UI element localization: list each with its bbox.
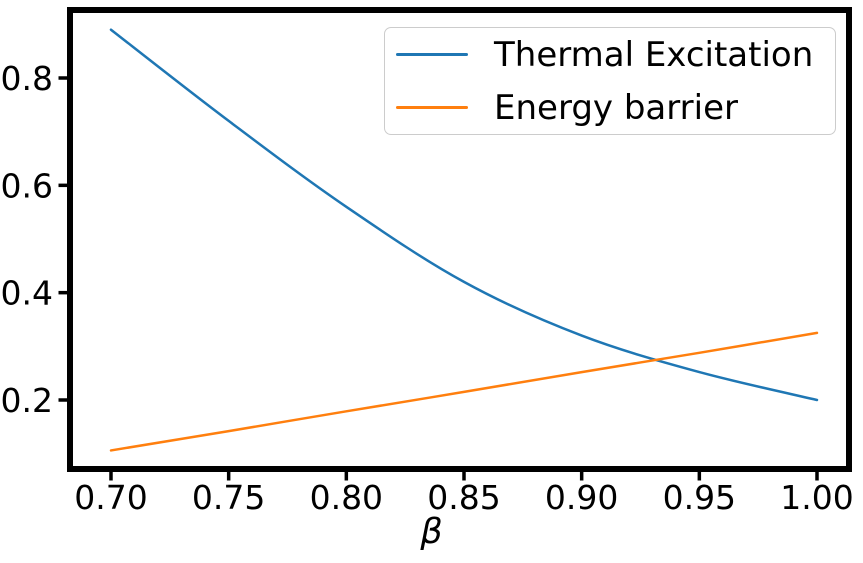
x-tick-label: 1.00: [780, 478, 853, 517]
legend-line-sample-orange: [396, 106, 468, 109]
legend-item-energy-barrier: Energy barrier: [396, 87, 835, 128]
x-tick-label: 0.95: [663, 478, 736, 517]
y-tick-label: 0.8: [1, 59, 53, 98]
x-tick-label: 0.75: [192, 478, 265, 517]
x-tick-label: 0.70: [74, 478, 147, 517]
y-tick-label: 0.2: [1, 381, 53, 420]
y-tick-label: 0.6: [1, 166, 53, 205]
plot-border: [67, 7, 852, 472]
x-tick-label: 0.80: [310, 478, 383, 517]
legend-label-energy-barrier: Energy barrier: [494, 87, 738, 128]
series-line-energy-barrier: [109, 331, 819, 452]
x-axis-label: β: [420, 512, 443, 552]
legend: Thermal Excitation Energy barrier: [384, 27, 836, 135]
legend-line-sample-blue: [396, 53, 468, 56]
x-tick-label: 0.90: [545, 478, 618, 517]
series-line-thermal-excitation: [109, 28, 819, 402]
legend-item-thermal-excitation: Thermal Excitation: [396, 34, 835, 75]
legend-label-thermal-excitation: Thermal Excitation: [494, 34, 814, 75]
y-tick-label: 0.4: [1, 274, 53, 313]
x-tick-label: 0.85: [427, 478, 500, 517]
